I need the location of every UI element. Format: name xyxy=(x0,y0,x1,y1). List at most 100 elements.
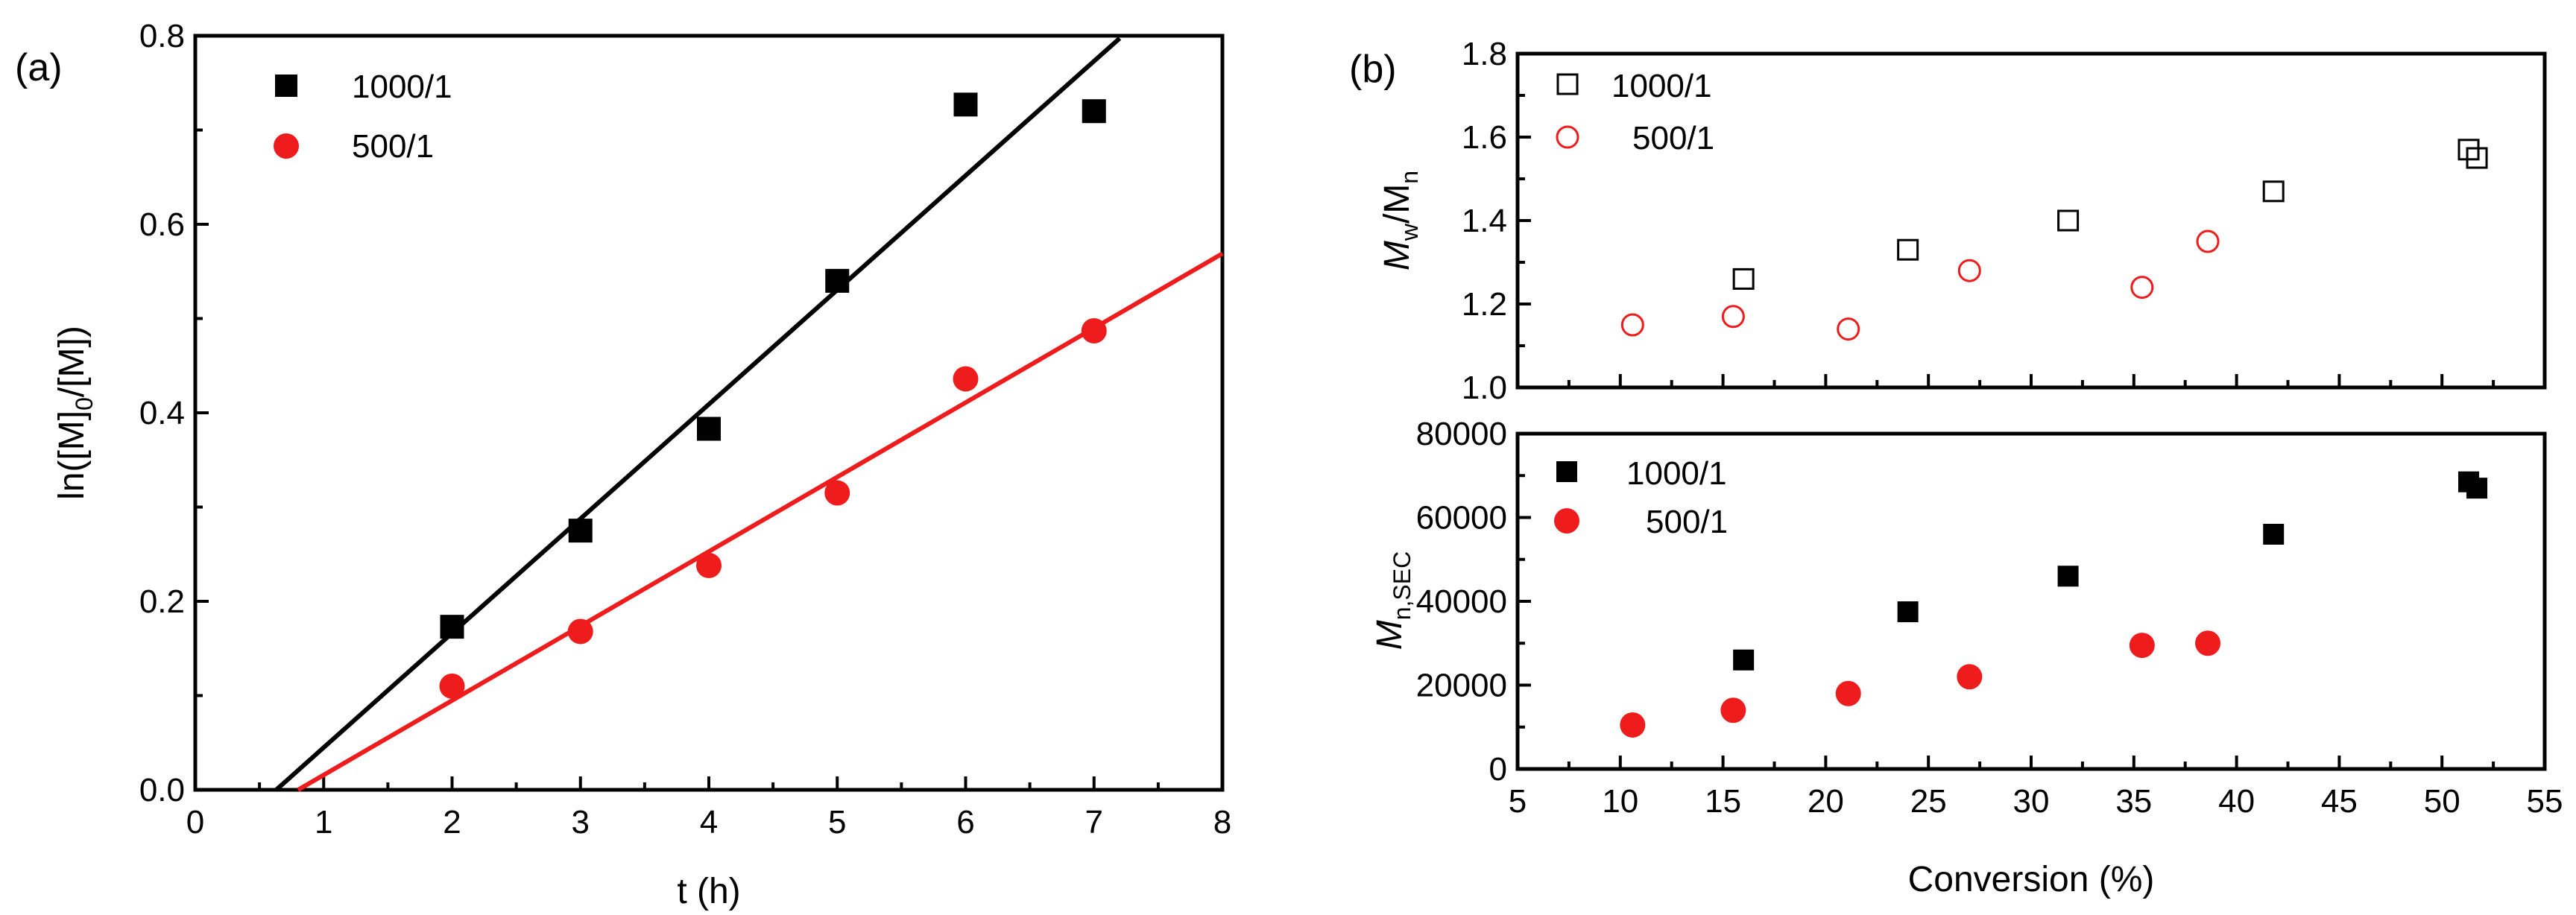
y-tick-label: 40000 xyxy=(1416,583,1507,620)
x-tick-label: 55 xyxy=(2527,783,2563,820)
legend-marker-circle-open xyxy=(1556,125,1579,149)
chart-b2-legend: 1000/1 500/1 xyxy=(1554,455,1728,540)
data-point-1000-1 xyxy=(1897,601,1919,623)
legend-marker-square-filled xyxy=(1556,461,1577,482)
data-point-1000-1 xyxy=(697,417,721,441)
data-point-500-1 xyxy=(1835,680,1861,706)
chart-a-x-axis-label: t (h) xyxy=(677,872,740,911)
data-point-500-1 xyxy=(1720,697,1746,724)
data-point-500-1 xyxy=(1837,317,1860,341)
y-tick-label: 0.0 xyxy=(139,772,185,808)
data-point-500-1 xyxy=(567,618,593,645)
y-tick-label: 60000 xyxy=(1416,500,1507,536)
data-point-1000-1 xyxy=(953,92,978,117)
legend-label-500: 500/1 xyxy=(1632,120,1714,156)
x-tick-label: 20 xyxy=(1808,783,1844,820)
data-point-1000-1 xyxy=(2263,524,2285,545)
chart-a-frame xyxy=(193,34,1225,792)
y-tick-label: 1.8 xyxy=(1462,36,1507,72)
data-point-500-1 xyxy=(1957,259,1981,282)
fit-line-500-1 xyxy=(297,251,1224,792)
y-tick-label: 80000 xyxy=(1416,416,1507,452)
y-tick-label: 0 xyxy=(1489,751,1507,788)
chart-a-y-axis-label: ln([M]0/[M]) xyxy=(52,326,98,500)
legend-marker-circle-filled xyxy=(1554,508,1579,534)
data-point-500-1 xyxy=(2196,229,2220,253)
x-tick-label: 5 xyxy=(828,804,846,840)
chart-b1-points xyxy=(1620,139,2488,341)
fit-line-1000-1 xyxy=(274,37,1122,792)
x-tick-label: 4 xyxy=(700,804,718,840)
chart-b2-points xyxy=(1620,471,2488,738)
x-tick-label: 2 xyxy=(443,804,461,840)
y-tick-label: 0.8 xyxy=(139,18,185,54)
legend-label-500: 500/1 xyxy=(352,128,434,165)
legend-label-1000: 1000/1 xyxy=(352,69,452,105)
legend-label-1000: 1000/1 xyxy=(1626,455,1727,492)
chart-b2-y-axis-label: Mn,SEC xyxy=(1370,551,1415,650)
panel-label-b: (b) xyxy=(1349,48,1397,91)
x-tick-label: 8 xyxy=(1213,804,1231,840)
x-tick-label: 30 xyxy=(2013,783,2050,820)
legend-label-500: 500/1 xyxy=(1646,504,1728,540)
chart-b1-y-axis-label: Mw/Mn xyxy=(1377,171,1423,270)
legend-marker-square-open xyxy=(1556,73,1579,95)
data-point-1000-1 xyxy=(2466,147,2488,169)
y-tick-label: 0.6 xyxy=(139,206,185,243)
data-point-500-1 xyxy=(1081,317,1107,343)
chart-b2-x-axis-label: Conversion (%) xyxy=(1908,860,2155,899)
legend-label-1000: 1000/1 xyxy=(1611,68,1712,104)
panel-label-a: (a) xyxy=(15,46,63,89)
x-tick-label: 50 xyxy=(2424,783,2460,820)
chart-b2-ticks: 5 10 15 20 25 30 35 40 45 50 55 0 20000 40000 60000 800… xyxy=(1416,416,2563,820)
y-tick-label: 1.4 xyxy=(1462,203,1507,239)
data-point-500-1 xyxy=(439,673,465,699)
legend-marker-circle-filled xyxy=(274,133,299,159)
y-tick-label: 0.4 xyxy=(139,395,185,431)
data-point-500-1 xyxy=(2195,630,2221,656)
data-point-1000-1 xyxy=(568,519,593,543)
x-tick-label: 45 xyxy=(2321,783,2358,820)
x-tick-label: 0 xyxy=(186,804,204,840)
chart-a-ticks: 0 1 2 3 4 5 6 7 8 0.0 0.2 0.4 0.6 0.8 xyxy=(139,18,1231,840)
data-point-1000-1 xyxy=(2457,139,2480,161)
y-tick-label: 1.0 xyxy=(1462,370,1507,406)
x-tick-label: 40 xyxy=(2218,783,2255,820)
data-point-500-1 xyxy=(696,552,722,578)
data-point-500-1 xyxy=(2130,276,2154,300)
x-tick-label: 5 xyxy=(1509,783,1527,820)
chart-b-molar-mass: 5 10 15 20 25 30 35 40 45 50 55 0 20000 40000 60000 800… xyxy=(1370,416,2563,899)
data-point-500-1 xyxy=(1957,664,1983,690)
x-tick-label: 15 xyxy=(1705,783,1741,820)
chart-a-legend: 1000/1 500/1 xyxy=(274,69,452,165)
chart-a-fit-lines xyxy=(274,37,1224,792)
data-point-1000-1 xyxy=(1732,267,1755,290)
data-point-500-1 xyxy=(1620,712,1646,738)
data-point-1000-1 xyxy=(1082,99,1106,124)
data-point-1000-1 xyxy=(2057,209,2080,232)
y-tick-label: 20000 xyxy=(1416,668,1507,704)
y-tick-label: 0.2 xyxy=(139,583,185,620)
x-tick-label: 35 xyxy=(2115,783,2152,820)
data-point-1000-1 xyxy=(2057,566,2079,587)
legend-marker-square-filled xyxy=(275,75,297,97)
chart-b1-legend: 1000/1 500/1 xyxy=(1556,68,1714,156)
data-point-500-1 xyxy=(1721,305,1745,329)
data-point-1000-1 xyxy=(2262,180,2285,203)
x-tick-label: 6 xyxy=(956,804,974,840)
x-tick-label: 25 xyxy=(1910,783,1947,820)
data-point-1000-1 xyxy=(1733,649,1755,671)
data-point-1000-1 xyxy=(1897,238,1919,261)
x-tick-label: 10 xyxy=(1602,783,1638,820)
data-point-1000-1 xyxy=(2466,478,2488,499)
chart-a-points xyxy=(439,92,1107,699)
data-point-500-1 xyxy=(1620,313,1644,337)
x-tick-label: 3 xyxy=(572,804,590,840)
chart-b1-ticks: 1.0 1.2 1.4 1.6 1.8 xyxy=(1462,36,2546,406)
x-tick-label: 7 xyxy=(1085,804,1103,840)
chart-a-kinetics: (a) 0 1 2 3 4 5 6 7 8 0.0 0.2 0.4 0.6 0.8 t (h) ln([M… xyxy=(15,18,1231,911)
data-point-500-1 xyxy=(953,366,979,392)
y-tick-label: 1.2 xyxy=(1462,286,1507,323)
data-point-500-1 xyxy=(2129,633,2155,659)
